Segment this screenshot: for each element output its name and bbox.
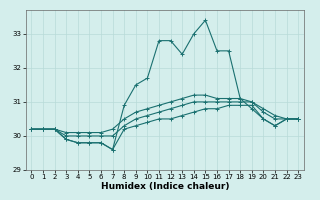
X-axis label: Humidex (Indice chaleur): Humidex (Indice chaleur) xyxy=(100,182,229,191)
